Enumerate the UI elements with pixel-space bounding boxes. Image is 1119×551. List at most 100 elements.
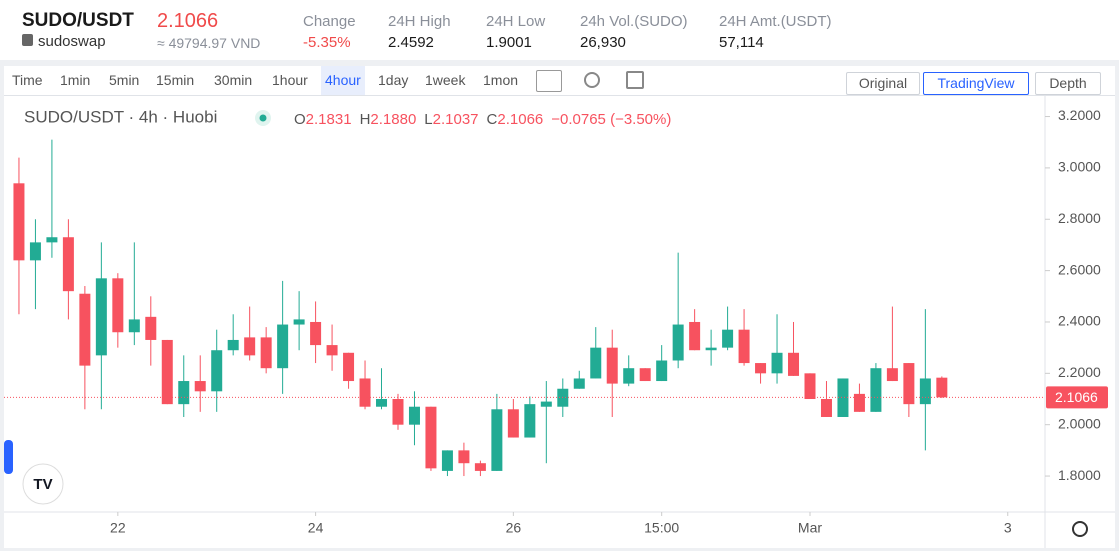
interval-button[interactable]: 1hour: [272, 72, 308, 88]
candle-body: [722, 329, 734, 348]
pair: SUDO/USDT: [22, 10, 134, 31]
candle-body: [458, 450, 470, 464]
settings-icon[interactable]: [1072, 521, 1088, 537]
candle-body: [46, 237, 58, 243]
legend-key: O: [294, 111, 306, 128]
candle-body: [293, 319, 305, 325]
price-tag-label: 2.1066: [1055, 389, 1098, 405]
candle-body: [689, 321, 701, 351]
candle-body: [359, 378, 371, 407]
candle-body: [919, 378, 931, 405]
legend-value: 2.1831: [306, 111, 352, 128]
stat-label: 24H Low: [486, 13, 546, 30]
x-tick-label: 3: [1004, 520, 1012, 536]
screenshot-icon[interactable]: [626, 71, 644, 89]
legend-change: −0.0765 (−3.50%): [551, 111, 671, 128]
candle-body: [474, 463, 486, 471]
view-button[interactable]: Depth: [1035, 72, 1101, 95]
stat-value: 2.4592: [388, 34, 434, 51]
candle-body: [590, 347, 602, 379]
view-button[interactable]: TradingView: [923, 72, 1029, 95]
indicator-icon[interactable]: [536, 70, 562, 92]
stat-value: 1.9001: [486, 34, 532, 51]
candle-body: [639, 368, 651, 382]
y-tick-label: 2.0000: [1058, 415, 1101, 431]
candle-body: [227, 339, 239, 351]
candle-body: [853, 393, 865, 412]
header: SUDO/USDT sudoswap 2.1066 ≈ 49794.97 VND…: [0, 0, 1119, 60]
legend-value: 2.1037: [433, 111, 479, 128]
chart-background: [4, 96, 1115, 548]
x-tick-label: 24: [308, 520, 324, 536]
y-tick-label: 3.2000: [1058, 107, 1101, 123]
view-button[interactable]: Original: [846, 72, 920, 95]
stat-value: 57,114: [719, 34, 764, 51]
interval-button[interactable]: 30min: [214, 72, 253, 88]
legend-value: 2.1880: [370, 111, 416, 128]
x-tick-label: 22: [110, 520, 126, 536]
interval-button[interactable]: 1week: [425, 72, 466, 88]
legend-value: 2.1066: [497, 111, 543, 128]
logo: TV: [33, 476, 52, 493]
interval-button[interactable]: 15min: [156, 72, 195, 88]
candle-body: [112, 278, 124, 333]
interval-button: Time: [12, 72, 43, 88]
candle-body: [260, 337, 272, 369]
candle-body: [13, 183, 25, 261]
x-tick-label: 15:00: [644, 520, 679, 536]
candle-body: [161, 339, 173, 405]
candle-body: [408, 406, 420, 425]
candle-body: [820, 399, 832, 417]
toolbar: Time 1min 5min 15min 30min 1hour 4hour 1day 1wee…: [4, 66, 1115, 96]
candle-body: [870, 368, 882, 412]
interval-button[interactable]: 1min: [60, 72, 91, 88]
candle-body: [524, 404, 536, 438]
x-tick-label: 26: [506, 520, 522, 536]
candle-body: [343, 352, 355, 382]
interval-button[interactable]: 5min: [109, 72, 140, 88]
interval-button[interactable]: 1day: [378, 72, 409, 88]
logo: [22, 463, 64, 505]
candle-body: [540, 401, 552, 407]
stat-label: 24H Amt.(USDT): [719, 13, 832, 30]
converted-price: ≈ 49794.97 VND: [157, 35, 261, 51]
x-tick-label: Mar: [798, 520, 822, 536]
y-tick-label: 2.6000: [1058, 261, 1101, 277]
candle-body: [804, 373, 816, 400]
candle-body: [936, 377, 948, 398]
chart: SUDO/USDT · 4h · Huobi TV 3.2000 3.0000 2.…: [4, 96, 1115, 548]
candle-body: [376, 399, 388, 407]
candle-body: [771, 352, 783, 374]
candle-body: [211, 350, 223, 392]
legend-key: C: [487, 111, 498, 128]
status-dot: [259, 114, 267, 122]
y-tick-label: 2.2000: [1058, 364, 1101, 380]
candle-body: [326, 345, 338, 356]
interval-button[interactable]: 4hour: [321, 66, 365, 95]
candle-body: [606, 347, 618, 384]
interval-button[interactable]: 1mon: [483, 72, 519, 88]
candle-body: [507, 409, 519, 438]
candle-body: [425, 406, 437, 469]
y-tick-label: 2.4000: [1058, 313, 1101, 329]
ohlc-legend: O2.1831 H2.1880 L2.1037 C2.1066 −0.0765 (−3.…: [294, 111, 671, 128]
candle-body: [755, 363, 767, 374]
candle-body: [837, 378, 849, 417]
stat-label: 24h Vol.(SUDO): [580, 13, 688, 30]
candle-body: [145, 316, 157, 340]
candle-body: [178, 381, 190, 405]
candle-body: [392, 399, 404, 425]
exchange: sudoswap: [38, 33, 106, 50]
candle-body: [244, 337, 256, 356]
settings-icon[interactable]: [584, 72, 600, 88]
candle-body: [62, 237, 74, 292]
candle-body: [491, 409, 503, 471]
y-tick-label: 2.8000: [1058, 210, 1101, 226]
scroll-handle[interactable]: [4, 440, 13, 474]
price-tag: [1046, 386, 1108, 409]
y-tick-label: 3.0000: [1058, 159, 1101, 175]
candle-body: [623, 368, 635, 384]
stat-label: 24H High: [388, 13, 451, 30]
exchange-icon: [22, 34, 33, 46]
